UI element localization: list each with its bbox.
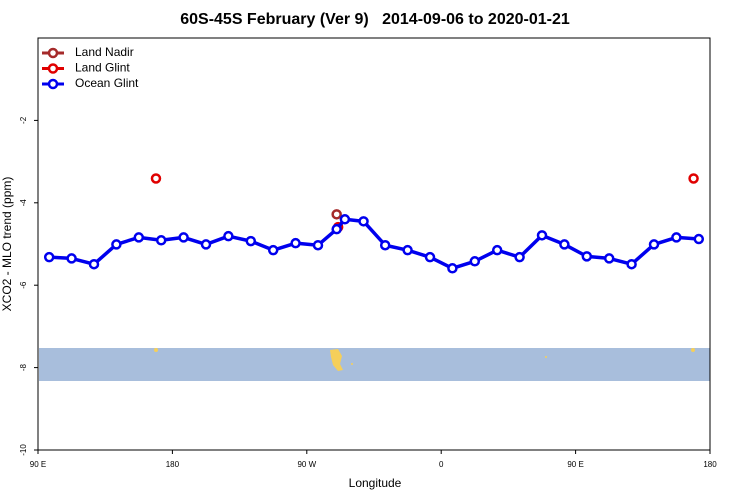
x-tick-label: 90 W [297, 460, 316, 469]
point [379, 239, 391, 251]
chart-title: 60S-45S February (Ver 9) 2014-09-06 to 2… [180, 11, 570, 28]
point [312, 239, 324, 251]
point [267, 244, 279, 256]
y-axis-label: XCO2 - MLO trend (ppm) [0, 177, 14, 312]
legend-marker [47, 63, 59, 74]
point [671, 232, 682, 243]
point [536, 230, 548, 241]
point [402, 244, 413, 256]
x-tick-label: 90 E [567, 460, 583, 469]
point [358, 216, 369, 227]
point [648, 239, 660, 250]
y-tick-label: -8 [19, 363, 28, 371]
point [200, 239, 212, 250]
legend-label: Ocean Glint [75, 76, 139, 90]
point [424, 251, 436, 263]
point [111, 239, 122, 250]
point [290, 237, 301, 249]
y-tick-label: -4 [19, 199, 28, 207]
x-axis-label: Longitude [349, 476, 402, 490]
y-tick-label: -10 [19, 444, 28, 456]
x-tick-label: 90 E [30, 460, 46, 469]
plot-frame [37, 37, 711, 451]
y-tick-label: -6 [19, 281, 28, 289]
point [603, 253, 615, 264]
legend-label: Land Glint [75, 61, 130, 75]
point [88, 258, 100, 270]
point [514, 251, 525, 263]
point [688, 173, 699, 184]
point [155, 235, 167, 246]
point [559, 239, 570, 250]
point [626, 258, 637, 270]
y-tick-label: -2 [19, 116, 28, 124]
point [693, 233, 705, 245]
point [178, 232, 189, 243]
point [581, 251, 593, 262]
point [223, 230, 234, 242]
point [469, 256, 481, 267]
x-tick-label: 180 [166, 460, 180, 469]
map-band [39, 348, 710, 381]
point [331, 209, 342, 220]
legend-marker [47, 47, 59, 59]
point [447, 263, 458, 274]
series-line [49, 217, 699, 271]
point [245, 235, 257, 247]
x-tick-label: 0 [439, 460, 444, 469]
point [43, 251, 55, 263]
legend-marker [47, 78, 59, 90]
legend-label: Land Nadir [75, 45, 134, 59]
point [491, 244, 503, 256]
point [331, 223, 342, 235]
point [339, 214, 351, 225]
point [66, 253, 77, 264]
x-tick-label: 180 [703, 460, 717, 469]
point [133, 232, 145, 243]
point [150, 173, 162, 184]
